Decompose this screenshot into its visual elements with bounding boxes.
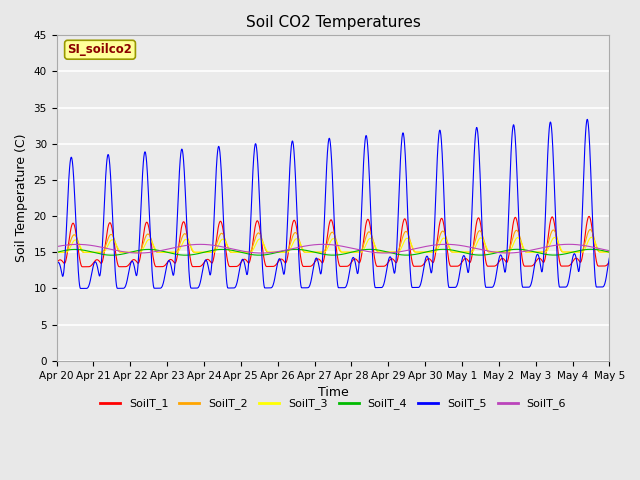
SoilT_3 <box>572 249 580 255</box>
SoilT_4 <box>605 249 613 255</box>
Line: SoilT_4: SoilT_4 <box>56 249 609 255</box>
SoilT_2 <box>557 246 564 252</box>
SoilT_1 <box>494 261 502 266</box>
SoilT_4 <box>349 249 357 255</box>
SoilT_5 <box>207 269 215 275</box>
SoilT_6 <box>361 248 369 254</box>
SoilT_2 <box>207 249 214 255</box>
SoilT_4 <box>557 252 564 257</box>
SoilT_3 <box>349 249 356 255</box>
Line: SoilT_2: SoilT_2 <box>56 229 609 252</box>
SoilT_4 <box>108 252 116 258</box>
SoilT_6 <box>494 250 502 255</box>
Legend: SoilT_1, SoilT_2, SoilT_3, SoilT_4, SoilT_5, SoilT_6: SoilT_1, SoilT_2, SoilT_3, SoilT_4, Soil… <box>95 394 570 414</box>
SoilT_4 <box>587 246 595 252</box>
SoilT_1 <box>79 264 86 270</box>
SoilT_6 <box>135 250 143 256</box>
SoilT_1 <box>557 263 564 268</box>
SoilT_1 <box>52 260 60 266</box>
SoilT_2 <box>361 238 369 243</box>
SoilT_4 <box>494 250 502 255</box>
SoilT_5 <box>52 263 60 269</box>
SoilT_6 <box>349 246 357 252</box>
SoilT_3 <box>361 244 369 250</box>
SoilT_4 <box>52 250 60 255</box>
Y-axis label: Soil Temperature (C): Soil Temperature (C) <box>15 134 28 263</box>
SoilT_1 <box>586 214 593 219</box>
SoilT_5 <box>361 137 369 143</box>
SoilT_1 <box>572 255 580 261</box>
SoilT_2 <box>586 227 594 232</box>
SoilT_3 <box>207 250 214 255</box>
SoilT_3 <box>557 245 564 251</box>
SoilT_2 <box>52 250 60 255</box>
SoilT_5 <box>605 255 613 261</box>
SoilT_5 <box>349 254 357 260</box>
Line: SoilT_6: SoilT_6 <box>56 244 609 253</box>
SoilT_5 <box>77 286 84 291</box>
SoilT_1 <box>207 259 215 265</box>
SoilT_6 <box>565 241 573 247</box>
SoilT_1 <box>605 259 613 264</box>
SoilT_6 <box>605 248 613 253</box>
SoilT_2 <box>349 249 356 255</box>
SoilT_5 <box>584 117 591 122</box>
SoilT_6 <box>207 242 215 248</box>
SoilT_2 <box>493 249 501 255</box>
SoilT_2 <box>605 249 613 255</box>
SoilT_5 <box>557 284 564 290</box>
SoilT_5 <box>494 263 502 268</box>
SoilT_1 <box>361 227 369 232</box>
SoilT_6 <box>573 242 580 248</box>
SoilT_4 <box>207 248 215 253</box>
SoilT_4 <box>572 249 580 254</box>
Line: SoilT_1: SoilT_1 <box>56 216 609 267</box>
Text: SI_soilco2: SI_soilco2 <box>68 43 132 56</box>
SoilT_1 <box>349 257 357 263</box>
X-axis label: Time: Time <box>317 386 348 399</box>
Line: SoilT_3: SoilT_3 <box>56 237 609 252</box>
Line: SoilT_5: SoilT_5 <box>56 120 609 288</box>
SoilT_3 <box>52 250 60 255</box>
SoilT_5 <box>572 255 580 261</box>
SoilT_3 <box>605 249 613 255</box>
SoilT_6 <box>52 244 60 250</box>
SoilT_3 <box>493 249 501 255</box>
SoilT_3 <box>588 234 595 240</box>
SoilT_6 <box>557 242 564 248</box>
SoilT_4 <box>361 247 369 252</box>
SoilT_2 <box>572 249 580 255</box>
Title: Soil CO2 Temperatures: Soil CO2 Temperatures <box>246 15 420 30</box>
